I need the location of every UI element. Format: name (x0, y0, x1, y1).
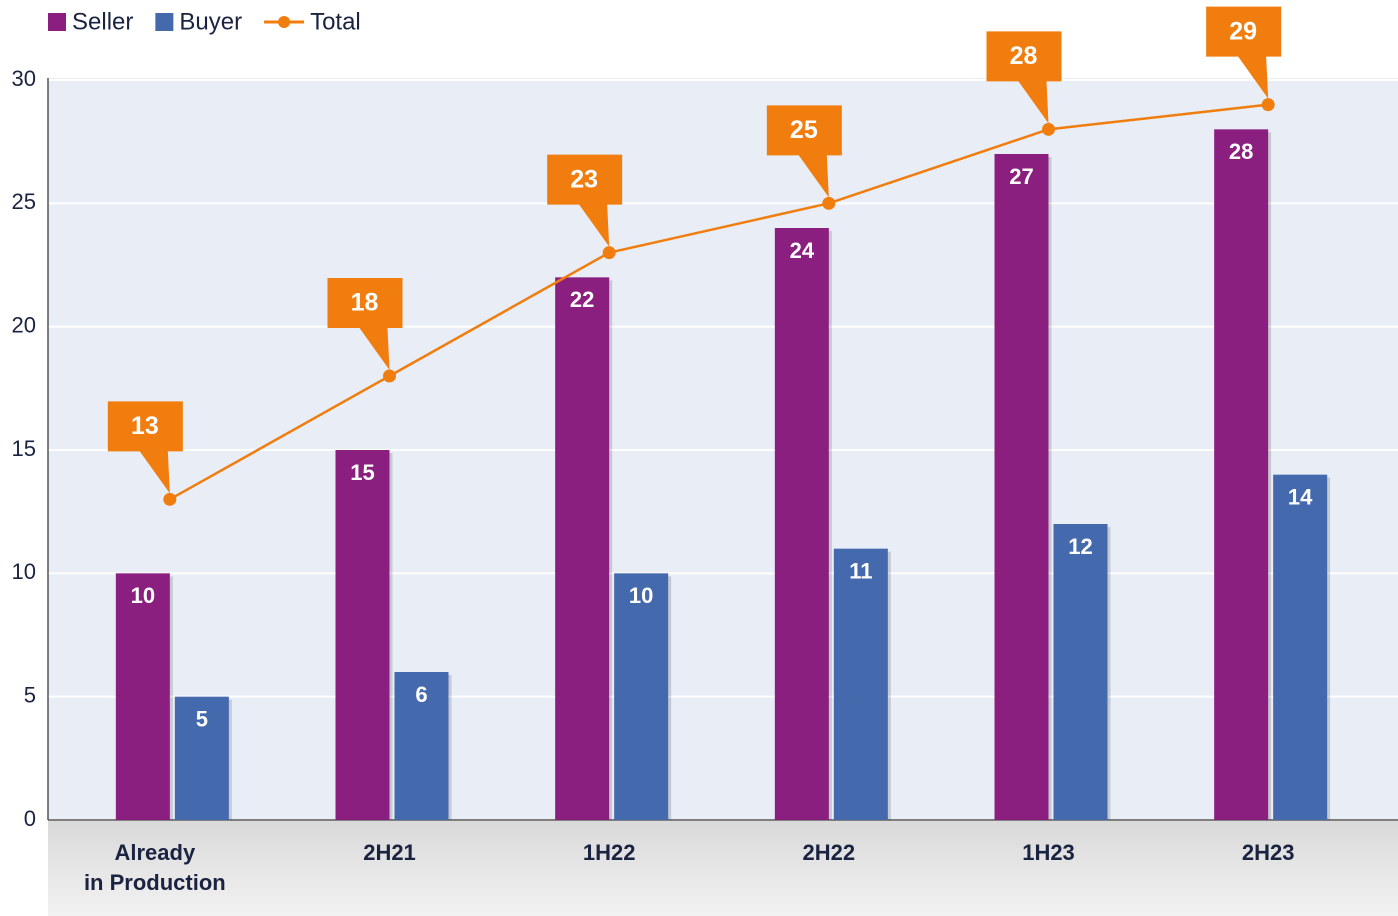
line-point (1042, 122, 1055, 136)
bar (174, 696, 229, 820)
legend-swatch (278, 16, 291, 28)
bar (614, 573, 669, 820)
line-point (163, 492, 177, 506)
line-point (383, 369, 396, 383)
total-label: 23 (570, 165, 598, 193)
bar (115, 573, 170, 820)
x-tick-label: Already in Production (83, 840, 226, 895)
total-label: 28 (1010, 42, 1038, 70)
y-tick-label: 0 (24, 806, 36, 831)
x-tick-label: 2H23 (1241, 840, 1295, 865)
bar (833, 548, 888, 820)
callout (1206, 6, 1282, 99)
legend-swatch (48, 13, 66, 31)
bar (1214, 129, 1269, 821)
x-tick-label: 2H22 (802, 840, 856, 865)
legend-label: Total (310, 8, 361, 35)
category-strip (48, 820, 1398, 916)
total-label: 29 (1229, 17, 1257, 45)
bar (335, 450, 390, 820)
legend-label: Seller (72, 8, 133, 35)
data-label: 10 (131, 583, 155, 608)
bar (774, 228, 829, 820)
legend-label: Buyer (179, 8, 242, 35)
y-tick-label: 15 (12, 436, 36, 461)
line-point (822, 196, 836, 210)
y-tick-label: 20 (12, 312, 36, 337)
data-label: 24 (790, 238, 815, 263)
data-label: 15 (350, 460, 374, 485)
total-label: 18 (351, 289, 379, 317)
data-label: 5 (196, 706, 208, 731)
bar (994, 154, 1049, 820)
data-label: 14 (1288, 484, 1313, 509)
bar (394, 672, 449, 820)
y-tick-label: 25 (12, 189, 36, 214)
total-label: 25 (790, 116, 818, 144)
y-tick-label: 5 (24, 682, 36, 707)
legend-swatch (155, 13, 174, 31)
data-label: 22 (570, 287, 594, 312)
data-label: 6 (415, 682, 427, 707)
data-label: 12 (1068, 534, 1092, 559)
x-tick-label: 1H22 (582, 840, 636, 865)
data-label: 11 (849, 558, 872, 583)
data-label: 10 (629, 583, 653, 608)
line-point (602, 246, 616, 260)
data-label: 27 (1009, 164, 1033, 189)
y-tick-label: 10 (12, 559, 36, 584)
callout (327, 278, 403, 370)
bar (1053, 524, 1108, 820)
total-label: 13 (131, 412, 159, 440)
callout (107, 401, 183, 494)
y-tick-label: 30 (12, 66, 36, 91)
line (169, 103, 1269, 501)
line-point (1261, 98, 1275, 112)
bar (1273, 474, 1328, 820)
callout (547, 154, 623, 247)
data-label: 28 (1229, 139, 1253, 164)
callout (986, 31, 1062, 124)
x-tick-label: 2H21 (363, 840, 416, 865)
callout (766, 105, 842, 198)
x-tick-label: 1H23 (1022, 840, 1075, 865)
bar (555, 277, 610, 820)
